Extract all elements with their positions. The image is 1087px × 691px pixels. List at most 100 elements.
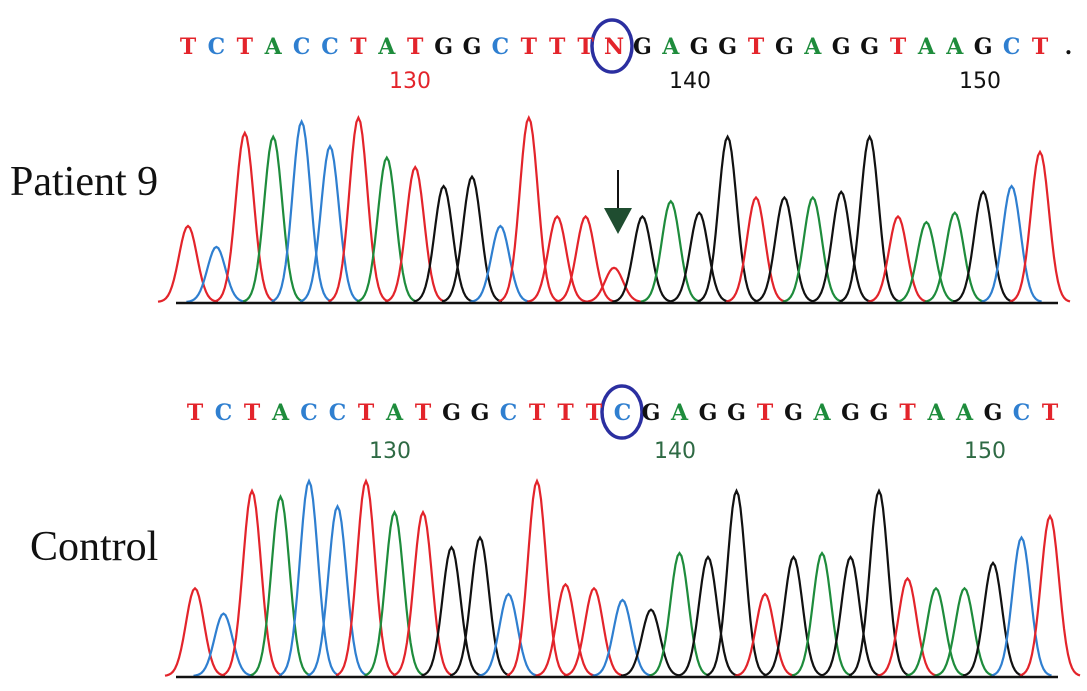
peak [186, 245, 247, 303]
base-letter: T [358, 400, 375, 426]
peak [896, 220, 957, 303]
peak [535, 582, 596, 677]
base-letter: T [407, 34, 424, 60]
base-letter: G [718, 34, 737, 60]
base-letter: T [237, 34, 254, 60]
base-letter: T [415, 400, 432, 426]
base-letter: T [577, 34, 594, 60]
base-letter: G [642, 400, 661, 426]
base-letter: T [529, 400, 546, 426]
peak [867, 214, 929, 303]
base-letter: T [748, 34, 765, 60]
base-letter: A [803, 34, 822, 60]
base-letter: G [463, 34, 482, 60]
peak [384, 164, 446, 303]
base-letter: C [215, 400, 233, 426]
peak [1019, 513, 1081, 677]
peak [214, 130, 276, 303]
panel-label: Patient 9 [10, 159, 158, 205]
base-letter: C [293, 34, 311, 60]
base-letter: G [727, 400, 746, 426]
base-letter: T [1042, 400, 1059, 426]
base-letter: G [784, 400, 803, 426]
base-letter: C [492, 34, 510, 60]
peak [905, 586, 967, 677]
base-letter: A [385, 400, 404, 426]
base-letter: G [984, 400, 1003, 426]
peak [924, 211, 986, 303]
peak [392, 509, 454, 677]
peak [364, 509, 425, 677]
peak [242, 134, 304, 303]
base-letter: G [442, 400, 461, 426]
peak [563, 586, 625, 677]
peak [221, 488, 283, 677]
base-letter: G [471, 400, 490, 426]
base-letter: G [690, 34, 709, 60]
peak [327, 114, 389, 303]
base-letter: G [775, 34, 794, 60]
peak [810, 189, 872, 303]
base-letter: T [187, 400, 204, 426]
base-letter: C [329, 400, 347, 426]
base-letter: G [434, 34, 453, 60]
peak [478, 592, 539, 677]
base-letter: T [757, 400, 774, 426]
base-letter: A [377, 34, 396, 60]
base-letter: A [955, 400, 974, 426]
peak [356, 155, 418, 303]
base-letter: G [841, 400, 860, 426]
peak [470, 224, 531, 303]
base-letter: C [300, 400, 318, 426]
peak [592, 598, 653, 677]
base-letter: A [917, 34, 936, 60]
base-letter: T [557, 400, 574, 426]
peak [981, 184, 1042, 303]
peak [193, 612, 254, 677]
peak [612, 214, 673, 303]
position-label: 150 [964, 439, 1006, 464]
peak [952, 189, 1014, 303]
peak [734, 592, 796, 677]
peak [250, 493, 311, 677]
peak [157, 224, 219, 303]
base-letter: T [350, 34, 367, 60]
base-letter: G [633, 34, 652, 60]
peak [962, 561, 1024, 677]
peak [555, 214, 616, 303]
peak [934, 586, 995, 677]
peak [620, 608, 682, 677]
base-letter: A [271, 400, 290, 426]
position-label: 150 [959, 69, 1001, 94]
peak [164, 586, 226, 677]
peak [441, 174, 503, 303]
highlight-circle [590, 18, 634, 74]
panels: T C T A C C T A T G G C T T T N G A G G T G A G G T A A G C T .130 140 15… [157, 34, 1081, 679]
peak [449, 535, 511, 677]
base-letter: T [244, 400, 261, 426]
peak [498, 114, 560, 303]
peak [763, 555, 824, 677]
position-label: 130 [369, 439, 411, 464]
base-letter: T [521, 34, 538, 60]
base-letter: G [974, 34, 993, 60]
peak [271, 118, 332, 303]
peak [877, 576, 938, 677]
base-letter: C [321, 34, 339, 60]
peak [782, 195, 844, 303]
peak [725, 195, 787, 303]
base-letter: G [860, 34, 879, 60]
position-label: 140 [654, 439, 696, 464]
base-letter: C [1013, 400, 1031, 426]
base-letter: . [1065, 34, 1073, 60]
base-letter: G [870, 400, 889, 426]
base-letter: A [945, 34, 964, 60]
base-letter: T [899, 400, 916, 426]
peak [991, 535, 1052, 677]
peak [307, 503, 368, 677]
base-letter: T [180, 34, 197, 60]
base-letter: A [926, 400, 945, 426]
base-letter: T [1032, 34, 1049, 60]
